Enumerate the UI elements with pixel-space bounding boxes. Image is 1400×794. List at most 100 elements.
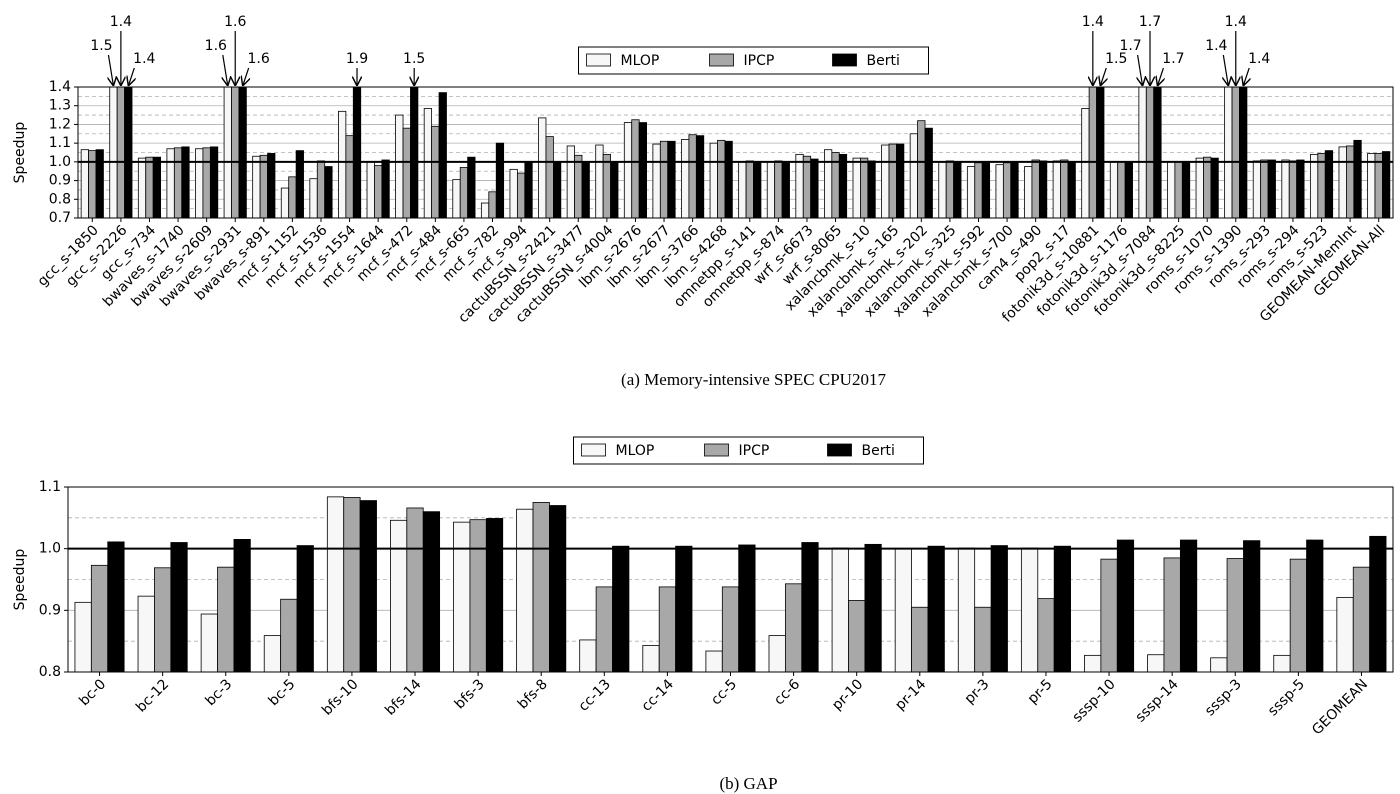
bar [1084,654,1102,673]
bar [1060,159,1069,219]
legend-swatch [709,53,734,67]
bar [864,543,882,673]
annotation: 1.7 [1119,38,1141,54]
bar [595,144,604,219]
bar [709,142,718,219]
bar [1210,657,1228,673]
legend-swatch [827,443,852,457]
bar [642,645,660,673]
bar [1281,159,1290,219]
bar [801,542,819,673]
bar [267,153,276,219]
bar [1088,86,1097,219]
annotation: 1.4 [1205,38,1227,54]
bar [453,521,471,673]
bar [381,159,390,219]
annotation-arrow [1223,54,1228,86]
bar [1273,654,1291,673]
bar [602,153,611,219]
bar [911,606,929,673]
bar [209,146,219,219]
bar [938,161,947,219]
bar [107,541,125,673]
bar [549,505,567,673]
annotation: 1.5 [403,51,425,67]
bar [1224,86,1233,219]
annotation: 1.5 [1105,51,1127,67]
bar [431,125,440,219]
y-tick-label: 0.7 [49,210,71,226]
legend-swatch [586,53,611,67]
bar [1109,161,1119,219]
x-tick-label: bfs-8 [515,676,551,712]
annotation-arrow [1100,67,1106,86]
legend-swatch [832,53,857,67]
bar [1052,160,1061,219]
bar [981,161,991,219]
bar [74,601,92,673]
bar [1252,160,1262,219]
bar [137,595,155,673]
bar [359,500,377,673]
bar [233,539,251,673]
bar [485,518,504,673]
bar [1267,159,1276,219]
bar [695,135,705,219]
bar [848,600,866,673]
legend-label: IPCP [739,443,770,459]
bar [326,496,345,673]
bar [402,127,411,219]
legend-label: Berti [867,53,900,69]
bar [1346,145,1355,219]
bar [181,146,190,219]
bar [574,154,583,219]
annotation: 1.4 [110,14,132,30]
bar [724,140,733,219]
bar [681,138,690,219]
bar [1243,540,1261,673]
bar [896,143,905,219]
annotation: 1.4 [1248,51,1270,67]
bar [259,154,268,219]
bar [781,161,790,219]
bar [338,110,347,219]
bar [1081,108,1090,219]
bar [881,144,890,219]
bar [802,155,812,219]
y-tick-label: 0.9 [39,602,61,618]
bar [831,547,849,673]
caption: (a) Memory-intensive SPEC CPU2017 [621,370,886,389]
bar [738,544,756,673]
bar [309,178,318,219]
legend-box [573,436,924,465]
bar [252,155,261,219]
bar [867,160,876,219]
annotation-arrow [1157,67,1163,86]
bar [1296,159,1305,219]
bar [316,160,326,219]
bar [860,157,869,219]
bar [638,122,647,219]
annotation: 1.9 [346,51,368,67]
bar [1163,557,1181,673]
bar [324,166,333,219]
bar [173,147,183,219]
bar [1367,153,1376,219]
bar [516,508,534,673]
bar [1181,161,1191,219]
bar [88,150,97,219]
bar [894,548,912,673]
y-tick-label: 1.4 [49,79,71,95]
bar [595,586,613,673]
x-tick-label: sssp-10 [1069,676,1118,725]
annotation-arrow [1138,54,1143,86]
bar [705,650,723,673]
bar [974,606,992,673]
annotation: 1.6 [205,38,227,54]
bar [452,179,461,219]
bar [953,161,962,219]
y-tick-label: 1.0 [49,154,71,170]
x-tick-label: bfs-14 [382,676,424,718]
bar [810,158,819,219]
